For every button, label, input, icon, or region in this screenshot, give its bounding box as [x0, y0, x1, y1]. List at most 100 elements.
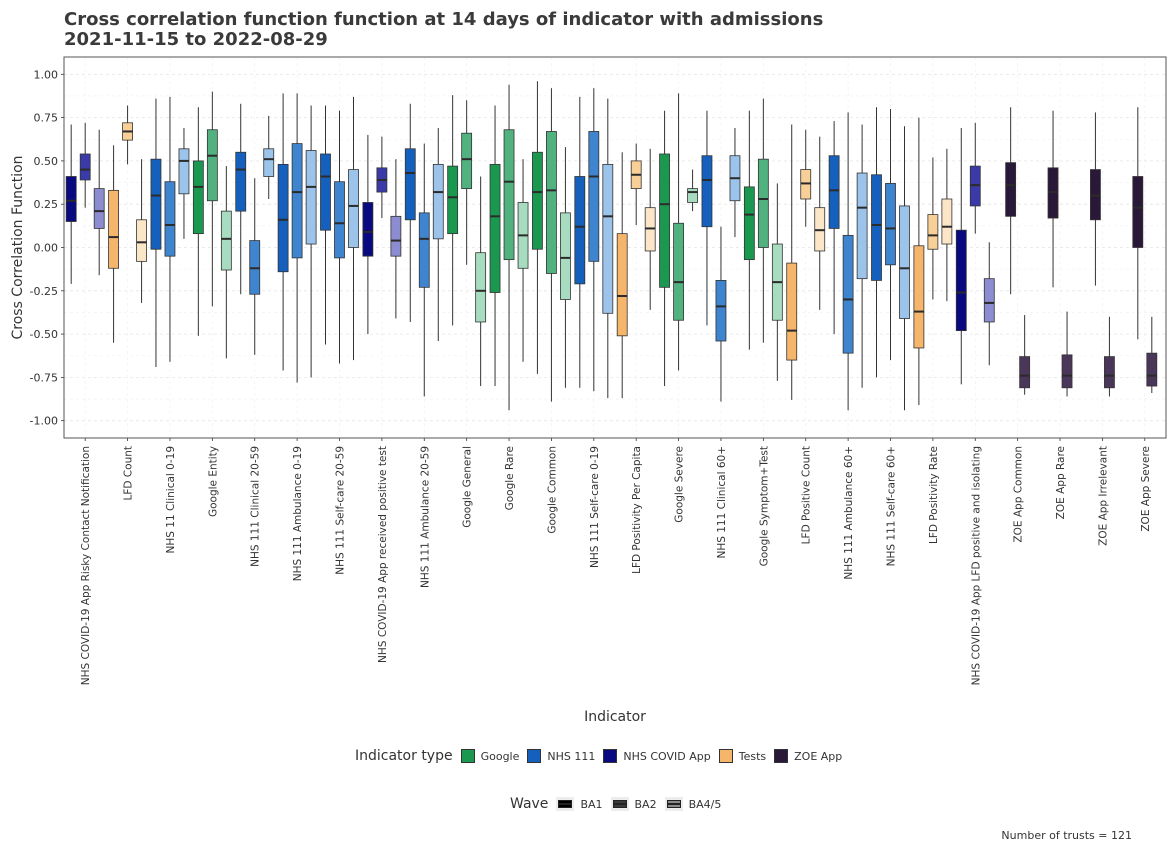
box-ba1 [743, 186, 755, 261]
box-ba1 [574, 176, 586, 285]
y-tick-label: -0.75 [30, 371, 58, 384]
chart-title-line-1: Cross correlation function function at 1… [64, 9, 824, 30]
x-tick-label: NHS 111 Self-care 20-59 [335, 446, 347, 575]
x-tick-label: ZOE App Severe [1140, 446, 1152, 532]
box-ba2 [206, 129, 218, 202]
box-ba2 [334, 181, 345, 259]
chart-title: Cross correlation function function at 1… [64, 10, 823, 50]
legend-item: BA4/5 [664, 797, 722, 811]
box-ba2 [164, 181, 176, 257]
legend-item: Google [460, 749, 520, 763]
x-tick-label: NHS COVID-19 App LFD positive and isolat… [970, 446, 982, 685]
x-tick-label: LFD Positivity Per Capita [631, 446, 643, 574]
y-tick-label: -0.25 [30, 285, 58, 298]
box-ba4-5 [983, 278, 995, 323]
x-tick-label: NHS 11 Clinical 0-19 [165, 446, 177, 553]
box-ba4-5 [220, 210, 232, 271]
box-ba4-5 [687, 188, 698, 203]
x-tick-label: ZOE App Irrelevant [1097, 446, 1109, 546]
x-tick-label: ZOE App Rare [1055, 446, 1067, 519]
box-ba2 [291, 143, 303, 259]
box-ba1 [235, 151, 247, 212]
legend-item: BA1 [556, 797, 603, 811]
box-ba4-5 [93, 188, 105, 229]
x-tick-label: NHS 111 Clinical 60+ [716, 446, 728, 559]
box-ba1 [1005, 162, 1017, 217]
x-tick-label: NHS COVID-19 App Risky Contact Notificat… [80, 446, 92, 685]
box-ba1 [447, 165, 459, 235]
box-ba2 [885, 183, 896, 266]
legend-item-label: BA1 [580, 797, 603, 811]
box-ba4-5 [263, 148, 275, 177]
legend-item-label: ZOE App [794, 749, 843, 763]
x-tick-label: NHS 111 Clinical 20-59 [250, 446, 262, 567]
legend-item-label: NHS 111 [547, 749, 596, 763]
legend-swatch [603, 749, 618, 763]
x-tick-label: Google Rare [504, 446, 516, 510]
y-tick-label: 1.00 [34, 68, 59, 81]
box-ba2 [588, 131, 600, 262]
box-ba4-5 [475, 252, 487, 323]
box-ba1 [404, 148, 416, 221]
box-ba4-5 [856, 172, 868, 280]
y-tick-label: 0.75 [34, 112, 59, 125]
x-tick-label: ZOE App Common [1013, 446, 1025, 543]
plot-border [63, 56, 1167, 439]
legend-wave: Wave BA1 BA2 BA4/5 [510, 796, 729, 812]
box-ba2 [927, 214, 939, 250]
legend-indicator-type-title: Indicator type [355, 748, 453, 764]
y-tick-label: 0.50 [34, 155, 59, 168]
y-axis-label: Cross Correlation Function [10, 155, 26, 339]
box-ba4-5 [348, 169, 359, 248]
box-ba4-5 [899, 205, 910, 319]
box-ba1 [150, 158, 162, 250]
legend-item: ZOE App [774, 749, 842, 763]
legend-item-label: BA2 [634, 797, 657, 811]
box-ba1 [1132, 176, 1144, 248]
box-ba2 [418, 212, 430, 288]
box-ba1 [108, 189, 119, 269]
legend-item: NHS 111 [527, 749, 595, 763]
x-tick-label: Google Common [546, 446, 558, 534]
box-ba4-5 [941, 198, 953, 245]
legend-item: Tests [718, 749, 767, 763]
box-ba4-5 [136, 219, 147, 262]
legend-item-label: BA4/5 [688, 797, 722, 811]
box-ba2 [715, 280, 727, 342]
box-ba2 [1146, 352, 1158, 387]
box-ba2 [842, 234, 854, 354]
legend-item-label: Tests [738, 749, 767, 763]
chart-title-line-2: 2021-11-15 to 2022-08-29 [64, 29, 328, 50]
box-ba2 [79, 153, 91, 181]
box-ba1 [786, 262, 798, 361]
legend-wave-title: Wave [510, 796, 549, 812]
box-ba1 [955, 229, 967, 332]
box-ba2 [461, 132, 473, 190]
x-tick-label: Google Severe [674, 446, 686, 523]
x-tick-label: LFD Positive Count [801, 446, 813, 544]
box-ba1 [532, 151, 543, 250]
box-ba1 [489, 163, 501, 293]
legend-wave-swatch [610, 797, 629, 811]
box-ba4-5 [432, 163, 444, 240]
x-tick-label: NHS 111 Self-care 60+ [886, 446, 898, 566]
x-tick-label: NHS 111 Self-care 0-19 [589, 446, 601, 568]
x-axis-label: Indicator [584, 709, 646, 725]
box-ba4-5 [390, 215, 402, 257]
y-tick-label: 0.25 [34, 198, 59, 211]
x-tick-label: Google Symptom+Test [758, 446, 770, 566]
legend-item-label: Google [480, 749, 520, 763]
legend-item: BA2 [610, 797, 657, 811]
box-ba1 [616, 233, 628, 337]
legend-swatch [718, 749, 733, 763]
box-ba1 [192, 160, 204, 235]
legend-swatch [774, 749, 789, 763]
legend-wave-swatch [556, 797, 575, 811]
box-ba1 [362, 202, 374, 257]
number-of-trusts-caption: Number of trusts = 121 [1001, 829, 1132, 842]
box-ba4-5 [178, 148, 190, 195]
box-ba2 [1019, 356, 1031, 389]
x-tick-label: Google General [462, 446, 474, 528]
legend-swatch [460, 749, 475, 763]
